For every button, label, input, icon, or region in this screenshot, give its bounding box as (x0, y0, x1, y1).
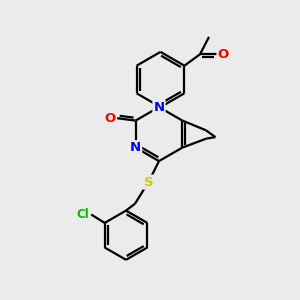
Text: Cl: Cl (76, 208, 89, 221)
Text: N: N (153, 100, 165, 114)
Text: O: O (218, 48, 229, 61)
Text: S: S (144, 176, 153, 189)
Text: N: N (130, 141, 141, 154)
Text: O: O (105, 112, 116, 125)
